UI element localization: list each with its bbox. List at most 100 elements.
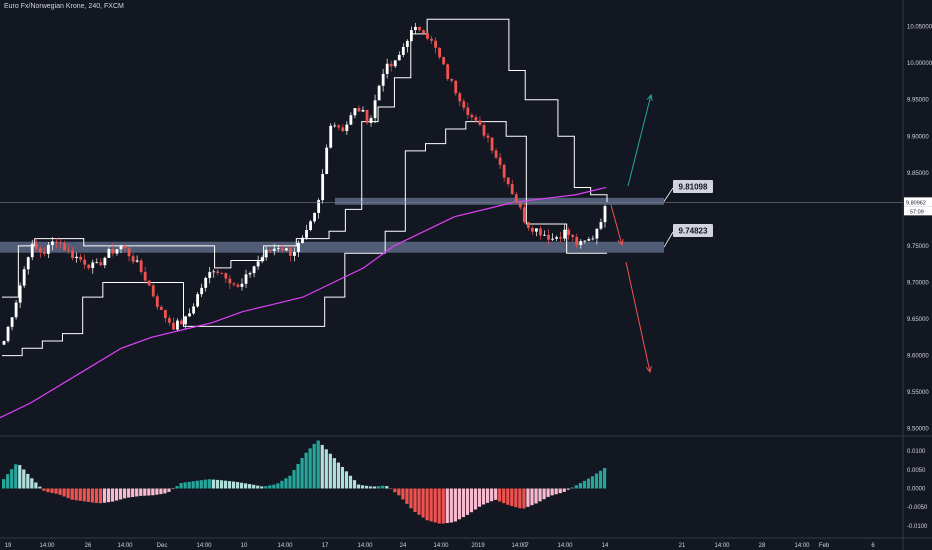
candle-body [232, 283, 236, 285]
osc-bar [582, 480, 587, 489]
time-tick-label: 14 [602, 543, 609, 549]
osc-bar [566, 488, 570, 490]
osc-bar [469, 488, 474, 513]
candle-body [522, 207, 526, 223]
candle-body [450, 78, 454, 81]
osc-bar [586, 478, 591, 489]
candle-body [478, 120, 482, 125]
osc-bar [151, 488, 155, 496]
candle-body [414, 26, 417, 31]
osc-bar [481, 488, 486, 505]
candle-body [103, 257, 107, 266]
osc-tick-label: -0.0050 [907, 505, 928, 511]
chart-title: Euro Fx/Norwegian Krone, 240, FXCM [4, 3, 124, 10]
candle-body [46, 244, 50, 254]
candle-body [196, 294, 200, 307]
osc-bar [494, 488, 498, 500]
candle-body [571, 234, 575, 237]
osc-bar [441, 488, 445, 524]
candle-body [151, 285, 155, 297]
candle-body [188, 313, 191, 317]
osc-bar [461, 488, 466, 518]
price-tick-label: 9.50000 [907, 427, 929, 433]
osc-bar [344, 471, 349, 489]
price-channel [2, 18, 608, 357]
osc-bar [554, 488, 558, 495]
osc-bar [356, 484, 361, 489]
osc-bar [381, 485, 385, 489]
candle-body [482, 124, 486, 136]
osc-bar [417, 488, 421, 515]
osc-bar [219, 480, 224, 489]
osc-bar [409, 488, 413, 509]
osc-bar [502, 488, 506, 504]
candle-body [321, 174, 325, 201]
osc-bar [272, 484, 276, 489]
candle-body [51, 241, 54, 245]
candle-body [603, 206, 607, 223]
osc-bar [118, 488, 123, 500]
osc-tick-label: 0.0000 [907, 487, 926, 493]
candle-body [454, 80, 458, 94]
time-tick-label: 21 [679, 543, 686, 549]
osc-bar [46, 488, 50, 493]
level-callout-line [663, 231, 674, 248]
candle-body [83, 259, 87, 265]
osc-bar [477, 488, 482, 507]
candle-body [345, 124, 349, 131]
osc-bar [598, 470, 603, 489]
bearish-arrow [625, 261, 651, 373]
osc-bar [42, 488, 46, 491]
osc-bar [284, 478, 288, 489]
candle-body [280, 248, 284, 251]
candle-body [107, 249, 111, 258]
candle-body [599, 222, 603, 229]
candle-body [284, 248, 288, 251]
candle-body [317, 200, 321, 213]
osc-bar [340, 466, 345, 489]
osc-bar [405, 488, 409, 504]
osc-bar [252, 484, 256, 489]
time-tick-label: 14:00 [511, 543, 527, 549]
osc-bar [159, 488, 163, 495]
candle-body [216, 271, 220, 273]
candle-body [159, 306, 163, 310]
candle-body [486, 135, 490, 138]
candle-body [498, 157, 502, 165]
candle-body [385, 63, 389, 74]
osc-bar [578, 483, 582, 489]
osc-bar [195, 480, 199, 489]
osc-bar [58, 488, 62, 495]
osc-bar [231, 481, 236, 489]
price-tick-label: 9.70000 [907, 280, 929, 286]
candle-body [490, 137, 494, 151]
candle-body [172, 322, 175, 330]
osc-bar [393, 488, 397, 493]
osc-bar [102, 488, 107, 503]
candle-body [135, 260, 139, 262]
osc-bar [465, 488, 470, 515]
candle-body [393, 60, 397, 67]
time-tick-label: 26 [85, 543, 92, 549]
price-tick-label: 9.95000 [907, 98, 929, 104]
price-tick-label: 9.90000 [907, 134, 929, 140]
osc-bar [473, 488, 478, 510]
osc-bar [518, 488, 522, 509]
osc-bar [453, 488, 457, 522]
candle-body [288, 248, 292, 256]
osc-bar [490, 488, 494, 502]
time-tick-label: 14:00 [794, 543, 810, 549]
candle-body [426, 33, 429, 39]
candle-body [309, 221, 312, 230]
osc-bar [602, 467, 607, 489]
osc-bar [385, 486, 389, 489]
osc-bar [163, 488, 167, 494]
candle-body [543, 234, 546, 236]
osc-bar [550, 488, 554, 496]
osc-bar [369, 486, 373, 489]
osc-bar [191, 481, 195, 489]
candle-body [518, 202, 522, 208]
osc-bar [22, 469, 26, 489]
level-label: 9.74823 [679, 227, 708, 236]
